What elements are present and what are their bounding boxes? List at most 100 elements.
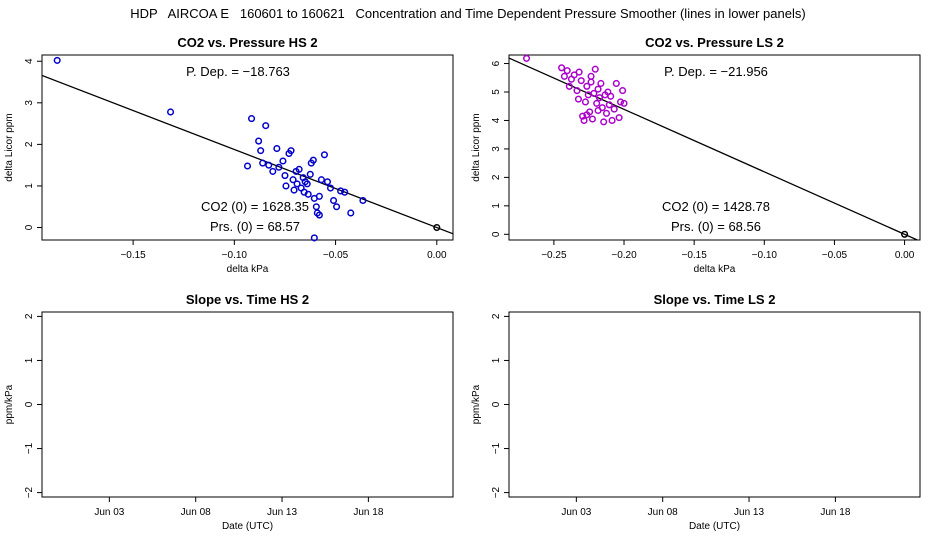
data-point [275, 163, 283, 171]
y-tick-label: −1 [491, 442, 502, 454]
data-point [583, 111, 591, 119]
data-point [579, 112, 587, 120]
y-tick-label: −1 [24, 442, 35, 454]
plot-frame [508, 54, 921, 241]
fit-line [509, 57, 919, 240]
ls-scatter-chart: CO2 vs. Pressure LS 2 −0.25 −0.20 −0.15 −0.1… [471, 35, 921, 275]
data-point [310, 234, 318, 242]
data-point [259, 159, 267, 167]
plot-frame [41, 311, 454, 498]
x-tick-label: Jun 08 [181, 507, 211, 518]
origin-point [433, 223, 441, 232]
data-point [309, 156, 317, 164]
y-tick-label: 0 [24, 224, 35, 230]
data-point [588, 115, 597, 123]
pressure-zero-label: Prs. (0) = 68.57 [210, 219, 300, 234]
data-point [326, 184, 335, 192]
data-point [558, 64, 566, 72]
data-point [565, 82, 573, 90]
y-tick-label: 1 [491, 203, 502, 209]
x-tick-label: −0.10 [752, 250, 778, 261]
data-point [594, 85, 602, 93]
data-point [247, 115, 256, 123]
data-point [615, 114, 623, 122]
data-point [265, 161, 273, 169]
data-point [591, 65, 599, 73]
plot-frame [41, 54, 454, 241]
data-point [257, 147, 265, 155]
data-point [359, 196, 367, 205]
y-tick-label: 1 [24, 183, 35, 189]
data-point [575, 68, 583, 76]
data-point [282, 182, 290, 190]
data-point [295, 165, 303, 173]
y-tick-label: 4 [24, 58, 35, 64]
x-tick-label: −0.25 [541, 250, 567, 261]
co2-zero-label: CO2 (0) = 1428.78 [662, 199, 770, 214]
y-tick-label: 5 [491, 89, 502, 95]
data-point [281, 172, 289, 180]
pressure-zero-label: Prs. (0) = 68.56 [671, 219, 761, 234]
data-point [317, 176, 325, 184]
origin-point [901, 230, 909, 238]
y-axis-label: delta Licor ppm [4, 113, 15, 181]
y-tick-label: 2 [24, 313, 35, 319]
y-axis-label: ppm/kPa [471, 384, 482, 424]
data-point [243, 162, 252, 170]
data-point [262, 122, 270, 130]
x-tick-label: Jun 03 [94, 507, 124, 518]
data-point [583, 82, 591, 90]
x-axis-label: Date (UTC) [689, 521, 740, 532]
chart-title: Slope vs. Time HS 2 [186, 292, 309, 307]
x-tick-label: −0.15 [120, 250, 146, 261]
data-point [303, 180, 311, 188]
data-point [593, 99, 601, 107]
data-point [306, 170, 314, 178]
y-tick-label: 1 [24, 357, 35, 363]
data-point [587, 72, 595, 80]
plot-frame [508, 311, 921, 498]
x-tick-label: −0.15 [682, 250, 708, 261]
y-axis-label: delta Licor ppm [471, 113, 482, 181]
y-axis-label: ppm/kPa [4, 384, 15, 424]
chart-title: CO2 vs. Pressure LS 2 [645, 35, 784, 50]
y-tick-label: 0 [491, 401, 502, 407]
data-point [312, 203, 320, 211]
data-point [577, 77, 585, 85]
data-point [590, 89, 598, 97]
data-point [610, 105, 618, 113]
page-title: HDP AIRCOA E 160601 to 160621 Concentrat… [130, 6, 806, 21]
data-point [574, 95, 582, 103]
x-tick-label: Jun 18 [353, 507, 383, 518]
data-point [573, 87, 581, 95]
x-axis-label: Date (UTC) [222, 521, 273, 532]
y-tick-label: 0 [24, 401, 35, 407]
data-point [273, 144, 281, 153]
data-point [329, 196, 338, 205]
data-point [287, 147, 295, 155]
y-tick-label: 3 [24, 100, 35, 106]
x-axis-label: delta kPa [227, 264, 269, 275]
data-point [53, 56, 61, 64]
data-point [563, 67, 571, 75]
y-tick-label: 3 [491, 146, 502, 152]
data-point [608, 116, 616, 125]
hs-scatter-chart: CO2 vs. Pressure HS 2 −0.15 −0.10 −0.05 0.00… [4, 35, 454, 275]
x-tick-label: −0.05 [822, 250, 848, 261]
data-point [607, 92, 615, 100]
data-point [255, 137, 263, 145]
data-point [323, 178, 332, 186]
y-tick-label: 2 [24, 141, 35, 147]
data-point [337, 187, 345, 195]
y-tick-label: 2 [491, 174, 502, 180]
chart-title: CO2 vs. Pressure HS 2 [177, 35, 317, 50]
y-tick-label: 6 [491, 60, 502, 66]
data-point [269, 167, 277, 175]
x-axis-label: delta kPa [694, 264, 736, 275]
data-point [167, 108, 175, 116]
data-point [616, 98, 625, 106]
data-point [597, 79, 605, 88]
y-tick-label: 1 [491, 357, 502, 363]
data-point [315, 211, 323, 219]
